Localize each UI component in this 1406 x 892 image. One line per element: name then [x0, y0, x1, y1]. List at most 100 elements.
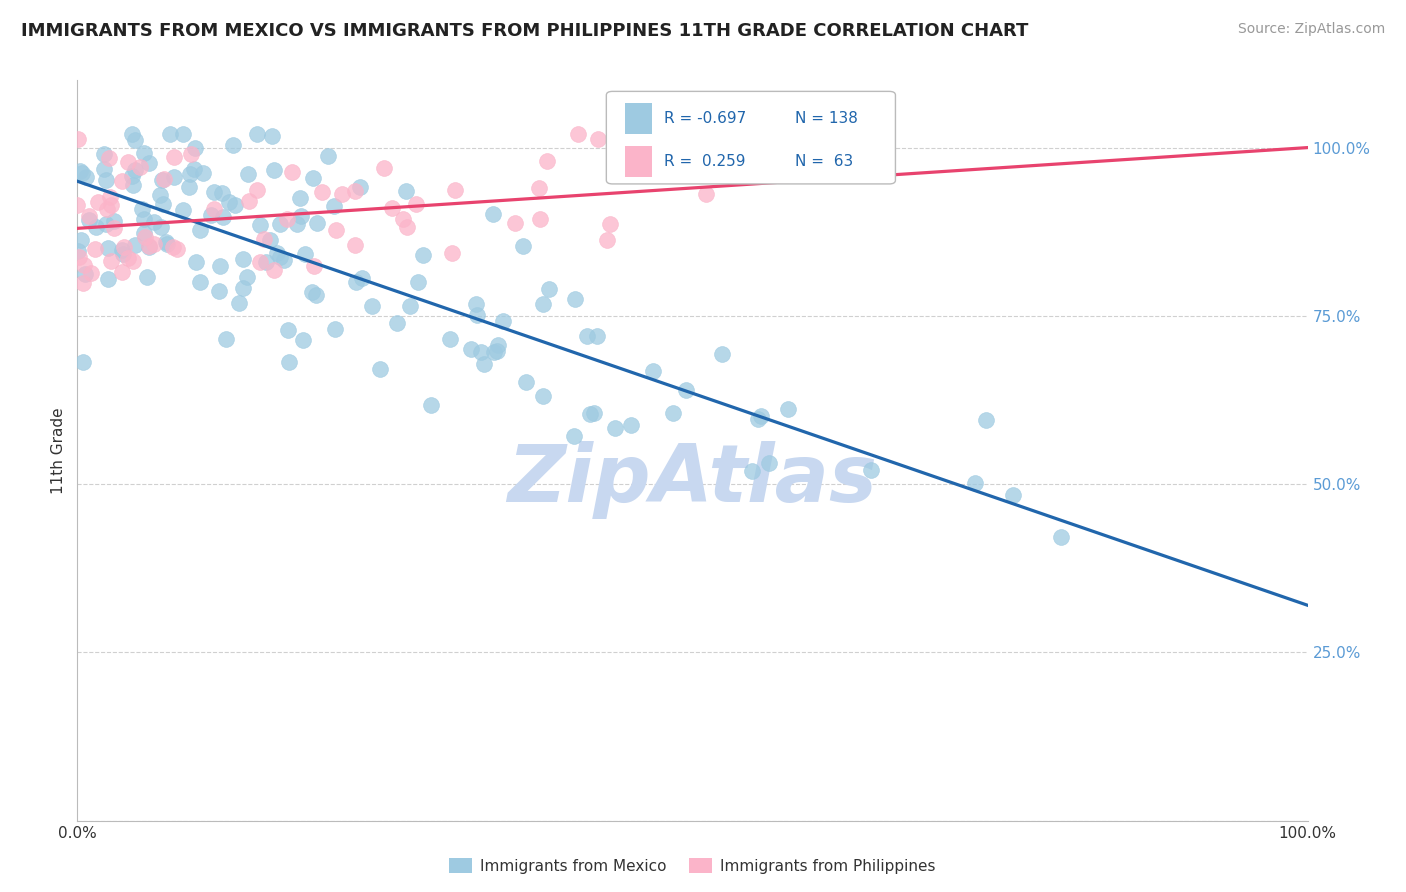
Point — [860, 463, 883, 477]
Point — [249, 218, 271, 232]
Point — [67, 251, 90, 265]
Point — [288, 191, 311, 205]
Point — [575, 328, 598, 343]
Point — [486, 338, 509, 352]
Point — [710, 347, 733, 361]
Point — [675, 383, 697, 397]
Point — [97, 272, 120, 286]
Point — [124, 133, 146, 147]
Point — [138, 240, 160, 254]
Point — [492, 313, 515, 327]
Point — [515, 375, 537, 389]
Point — [470, 344, 492, 359]
Point — [420, 399, 443, 413]
Text: N = 138: N = 138 — [794, 112, 858, 127]
Point — [579, 408, 602, 422]
Point — [385, 316, 408, 330]
Point — [138, 238, 160, 252]
Point — [253, 232, 276, 246]
Point — [531, 389, 554, 403]
Point — [103, 221, 125, 235]
Point — [72, 354, 94, 368]
Bar — [624, 146, 652, 177]
Point — [155, 235, 177, 249]
Point — [202, 202, 225, 216]
Point — [163, 169, 186, 184]
Point — [190, 276, 212, 290]
Point — [75, 169, 97, 184]
Point — [84, 243, 107, 257]
Text: N =  63: N = 63 — [794, 154, 853, 169]
Point — [117, 251, 139, 265]
Point — [100, 253, 122, 268]
Point — [1050, 530, 1073, 544]
Point — [134, 230, 156, 244]
Point — [249, 255, 271, 269]
Point — [77, 213, 100, 227]
Point — [662, 406, 685, 420]
Point — [460, 343, 482, 357]
Point — [965, 476, 987, 491]
Point — [111, 174, 134, 188]
Point — [208, 284, 231, 298]
Point — [412, 248, 434, 262]
Legend: Immigrants from Mexico, Immigrants from Philippines: Immigrants from Mexico, Immigrants from … — [443, 852, 942, 880]
Point — [292, 333, 315, 347]
Point — [406, 275, 429, 289]
Y-axis label: 11th Grade: 11th Grade — [51, 407, 66, 494]
Point — [228, 295, 250, 310]
Point — [121, 127, 143, 141]
Point — [232, 252, 254, 266]
Point — [96, 173, 118, 187]
Point — [202, 185, 225, 199]
Point — [344, 238, 367, 252]
Text: R = -0.697: R = -0.697 — [664, 112, 747, 127]
Point — [440, 246, 463, 260]
Point — [180, 147, 202, 161]
Point — [93, 146, 115, 161]
Point — [97, 241, 120, 255]
Point — [67, 244, 90, 258]
Text: Source: ZipAtlas.com: Source: ZipAtlas.com — [1237, 22, 1385, 37]
Point — [94, 217, 117, 231]
Point — [323, 199, 346, 213]
Point — [200, 208, 222, 222]
Bar — [624, 103, 652, 135]
Point — [586, 329, 609, 343]
Point — [465, 297, 488, 311]
Point — [278, 355, 301, 369]
Point — [121, 178, 143, 192]
Point — [179, 167, 201, 181]
Point — [222, 137, 245, 152]
Text: ZipAtlas: ZipAtlas — [508, 441, 877, 519]
Point — [69, 163, 91, 178]
Point — [111, 247, 134, 261]
Point — [184, 141, 207, 155]
Point — [758, 150, 780, 164]
Point — [254, 255, 277, 269]
Point — [172, 127, 194, 141]
Point — [77, 209, 100, 223]
Point — [98, 151, 121, 165]
Point — [758, 456, 780, 470]
Point — [531, 297, 554, 311]
Point — [444, 183, 467, 197]
Point — [290, 209, 312, 223]
Point — [117, 154, 139, 169]
Point — [112, 240, 135, 254]
Point — [238, 194, 260, 209]
Point — [173, 202, 195, 217]
Point — [302, 171, 325, 186]
Point — [121, 169, 143, 183]
Point — [276, 212, 298, 227]
Point — [398, 299, 420, 313]
Point — [294, 247, 316, 261]
FancyBboxPatch shape — [606, 91, 896, 184]
Point — [87, 195, 110, 210]
Point — [695, 187, 717, 202]
Point — [73, 267, 96, 281]
Point — [215, 332, 238, 346]
Point — [301, 285, 323, 300]
Point — [643, 364, 665, 378]
Point — [305, 288, 328, 302]
